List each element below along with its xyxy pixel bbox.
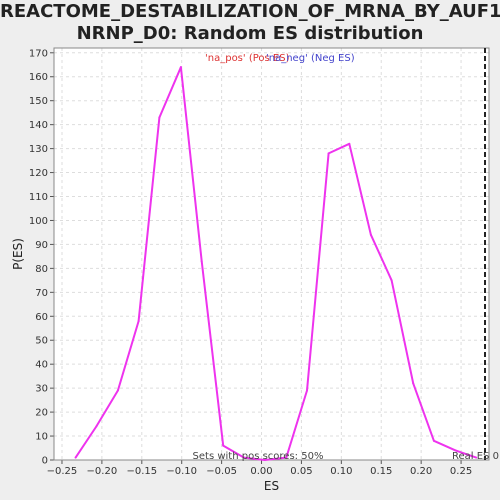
data-point xyxy=(327,152,330,155)
y-tick-label: 80 xyxy=(35,264,48,275)
legend-item-pos: 'na_pos' (Pos ES) xyxy=(205,53,290,64)
y-tick-label: 130 xyxy=(29,144,48,155)
y-tick-label: 0 xyxy=(42,456,48,467)
y-tick-label: 30 xyxy=(35,384,48,395)
y-tick-label: 100 xyxy=(29,216,48,227)
x-tick-label: 0.05 xyxy=(290,466,312,477)
y-tick-label: 70 xyxy=(35,288,48,299)
y-tick-label: 110 xyxy=(29,192,48,203)
annotations: Sets with pos scores: 50% Real ES 0.28 xyxy=(193,451,500,462)
data-point xyxy=(95,425,98,428)
data-point xyxy=(285,456,288,459)
data-point xyxy=(158,116,161,119)
x-tick-label: −0.10 xyxy=(166,466,197,477)
y-axis-label: P(ES) xyxy=(11,238,25,270)
y-tick-label: 90 xyxy=(35,240,48,251)
x-tick-label: 0.25 xyxy=(450,466,472,477)
legend-item-neg: 'na_neg' (Neg ES) xyxy=(266,53,355,64)
data-point xyxy=(412,382,415,385)
data-point xyxy=(475,456,478,459)
y-tick-label: 150 xyxy=(29,96,48,107)
data-point xyxy=(74,456,77,459)
data-point xyxy=(306,389,309,392)
x-tick-label: −0.25 xyxy=(47,466,78,477)
data-point xyxy=(137,320,140,323)
es-distribution-line xyxy=(74,66,477,461)
x-tick-label: −0.05 xyxy=(206,466,237,477)
axes: ES P(ES) xyxy=(11,47,490,493)
plot-area xyxy=(54,48,489,460)
data-point xyxy=(263,459,266,461)
x-axis-label: ES xyxy=(264,479,279,493)
real-es-note: Real ES 0.28 xyxy=(452,451,500,462)
data-point xyxy=(222,444,225,447)
y-tick-label: 10 xyxy=(35,432,48,443)
legend: 'na_pos' (Pos ES)'na_neg' (Neg ES) xyxy=(205,53,355,64)
y-tick-label: 20 xyxy=(35,408,48,419)
y-tick-label: 140 xyxy=(29,120,48,131)
data-point xyxy=(432,439,435,442)
y-tick-label: 60 xyxy=(35,312,48,323)
y-tick-label: 120 xyxy=(29,168,48,179)
x-tick-label: −0.15 xyxy=(126,466,157,477)
data-point xyxy=(348,142,351,145)
x-tick-label: 0.15 xyxy=(370,466,392,477)
data-point xyxy=(179,66,182,69)
chart-title-line-2: NRNP_D0: Random ES distribution xyxy=(76,23,424,44)
chart-title-line-1: REACTOME_DESTABILIZATION_OF_MRNA_BY_AUF1… xyxy=(0,1,500,22)
data-point xyxy=(200,260,203,263)
y-tick-label: 50 xyxy=(35,336,48,347)
tick-labels: 0 10 20 30 40 50 60 70 80 90 100 110 120 130 140 150 160… xyxy=(29,48,472,477)
x-tick-label: 0.20 xyxy=(410,466,432,477)
data-point xyxy=(454,449,457,452)
y-tick-label: 160 xyxy=(29,72,48,83)
x-tick-label: −0.20 xyxy=(87,466,118,477)
grid-lines xyxy=(54,48,489,460)
data-point xyxy=(369,233,372,236)
series-group xyxy=(74,48,487,461)
data-point xyxy=(116,389,119,392)
data-point xyxy=(242,456,245,459)
x-tick-label: 0.00 xyxy=(250,466,272,477)
pos-scores-note: Sets with pos scores: 50% xyxy=(193,451,324,462)
x-tick-label: 0.10 xyxy=(330,466,352,477)
y-tick-label: 40 xyxy=(35,360,48,371)
y-tick-label: 170 xyxy=(29,48,48,59)
data-point xyxy=(390,279,393,282)
